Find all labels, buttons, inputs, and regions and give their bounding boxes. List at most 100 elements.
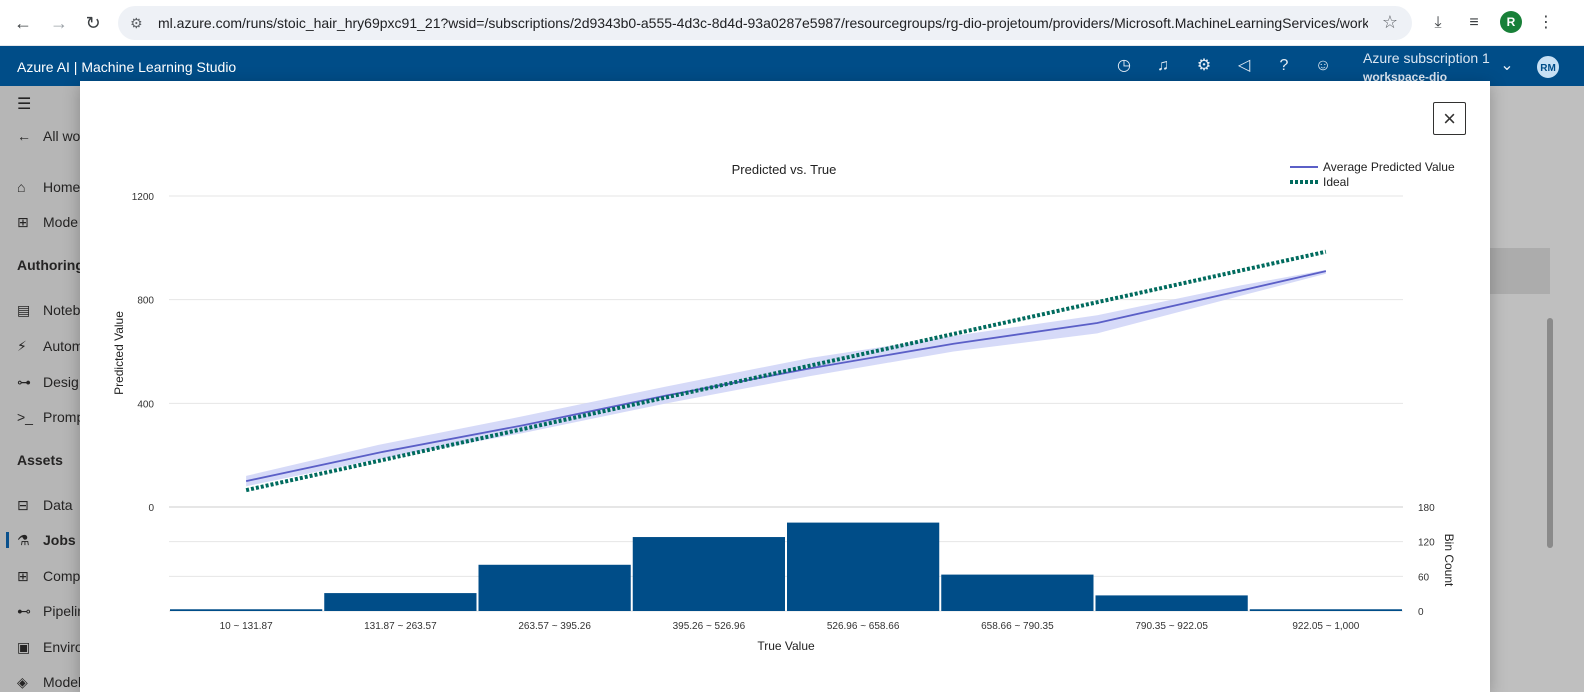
data-icon: ⊟ bbox=[17, 497, 29, 513]
components-icon: ⊞ bbox=[17, 568, 29, 584]
pipeline-icon: ⊷ bbox=[17, 603, 31, 619]
x-axis-title: True Value bbox=[757, 639, 815, 653]
sidebar-item-label: Jobs bbox=[43, 532, 76, 548]
page-scrollbar[interactable] bbox=[1547, 318, 1553, 548]
bin-tick-label: 0 bbox=[1418, 607, 1424, 618]
sidebar-item-designer[interactable]: ⊶ Desig bbox=[17, 374, 79, 391]
bin-category-label: 658.66 ~ 790.35 bbox=[981, 621, 1054, 632]
sidebar-item-label: Autom bbox=[43, 338, 80, 354]
legend-label-ideal[interactable]: Ideal bbox=[1323, 175, 1349, 189]
sidebar-item-home[interactable]: ⌂ Home bbox=[17, 179, 80, 195]
sidebar-item-label: Desig bbox=[43, 374, 79, 390]
background-panel bbox=[1490, 248, 1550, 294]
sidebar-item-label: Pipelin bbox=[43, 603, 80, 619]
sidebar-item-environments[interactable]: ▣ Enviro bbox=[17, 639, 80, 656]
sidebar: ☰ ← All wo ⌂ Home ⊞ Mode Authoring ▤ Noteb ⚡… bbox=[0, 86, 80, 692]
model-catalog-icon: ⊞ bbox=[17, 214, 29, 230]
sidebar-item-label: Mode bbox=[43, 214, 79, 230]
bin-category-label: 395.26 ~ 526.96 bbox=[673, 621, 746, 632]
sidebar-item-prompt-flow[interactable]: >_ Promp bbox=[17, 409, 80, 425]
sidebar-section-authoring: Authoring bbox=[17, 257, 80, 273]
address-bar[interactable]: ⚙ ml.azure.com/runs/stoic_hair_hry69pxc9… bbox=[118, 6, 1412, 40]
prompt-icon: >_ bbox=[17, 409, 33, 425]
browser-profile-avatar[interactable]: R bbox=[1500, 11, 1522, 33]
flask-icon: ⚗ bbox=[17, 532, 30, 548]
help-icon[interactable]: ? bbox=[1279, 57, 1289, 74]
bell-icon[interactable]: ♫ bbox=[1157, 57, 1169, 74]
download-icon[interactable]: ⤓ bbox=[1434, 14, 1442, 31]
browser-toolbar: ← → ↻ ⚙ ml.azure.com/runs/stoic_hair_hry… bbox=[0, 0, 1584, 46]
bookmark-star-icon[interactable]: ☆ bbox=[1381, 12, 1398, 32]
arrow-left-icon: ← bbox=[17, 128, 31, 144]
megaphone-icon[interactable]: ◁ bbox=[1237, 57, 1251, 74]
legend-label-average[interactable]: Average Predicted Value bbox=[1323, 160, 1455, 174]
y-tick-label: 0 bbox=[148, 503, 154, 514]
automl-icon: ⚡ bbox=[17, 338, 27, 354]
predicted-vs-true-chart: Predicted vs. True Average Predicted Val… bbox=[112, 160, 1456, 653]
notebook-icon: ▤ bbox=[17, 302, 31, 318]
models-icon: ◈ bbox=[17, 674, 28, 690]
workspace-name[interactable]: workspace-dio bbox=[1363, 70, 1448, 82]
menu-icon[interactable]: ⋮ bbox=[1538, 14, 1554, 31]
home-icon: ⌂ bbox=[17, 179, 26, 195]
designer-icon: ⊶ bbox=[17, 374, 31, 390]
bin-category-label: 922.05 ~ 1,000 bbox=[1292, 621, 1359, 632]
environment-icon: ▣ bbox=[17, 639, 31, 655]
hamburger-icon[interactable]: ☰ bbox=[17, 96, 32, 113]
sidebar-item-data[interactable]: ⊟ Data bbox=[17, 497, 73, 514]
back-icon[interactable]: ← bbox=[14, 13, 32, 33]
chevron-down-icon[interactable]: ⌄ bbox=[1500, 57, 1514, 74]
app-title[interactable]: Azure AI | Machine Learning Studio bbox=[17, 59, 237, 75]
bin-tick-label: 60 bbox=[1418, 572, 1430, 583]
user-avatar[interactable]: RM bbox=[1535, 54, 1561, 80]
subscription-name[interactable]: Azure subscription 1 bbox=[1363, 50, 1490, 66]
sidebar-item-label: Comp bbox=[43, 568, 80, 584]
sidebar-back-link[interactable]: ← All wo bbox=[17, 128, 80, 144]
sidebar-item-label: Models bbox=[43, 674, 80, 690]
sidebar-section-assets: Assets bbox=[17, 452, 63, 468]
y-tick-label: 1200 bbox=[132, 192, 155, 203]
sidebar-item-automl[interactable]: ⚡ Autom bbox=[17, 338, 80, 355]
gear-icon[interactable]: ⚙ bbox=[1196, 57, 1212, 74]
sidebar-back-label: All wo bbox=[43, 128, 80, 144]
sidebar-item-notebooks[interactable]: ▤ Noteb bbox=[17, 302, 80, 319]
active-indicator bbox=[6, 532, 9, 548]
y-tick-label: 800 bbox=[137, 296, 154, 307]
site-info-icon[interactable]: ⚙ bbox=[130, 15, 143, 31]
histogram-bar[interactable] bbox=[632, 537, 785, 611]
close-button[interactable]: × bbox=[1433, 102, 1466, 135]
smiley-icon[interactable]: ☺ bbox=[1314, 57, 1332, 74]
bin-category-label: 790.35 ~ 922.05 bbox=[1135, 621, 1208, 632]
sidebar-item-label: Noteb bbox=[43, 302, 80, 318]
sidebar-item-jobs[interactable]: ⚗ Jobs bbox=[17, 532, 76, 549]
y-tick-label: 400 bbox=[137, 399, 154, 410]
histogram-bar[interactable] bbox=[170, 609, 323, 611]
bin-tick-label: 180 bbox=[1418, 503, 1435, 514]
sidebar-item-components[interactable]: ⊞ Comp bbox=[17, 568, 80, 585]
forward-icon[interactable]: → bbox=[50, 13, 68, 33]
histogram-bar[interactable] bbox=[478, 564, 631, 611]
sidebar-item-models[interactable]: ◈ Models bbox=[17, 674, 80, 691]
sidebar-item-pipelines[interactable]: ⊷ Pipelin bbox=[17, 603, 80, 620]
histogram-bar[interactable] bbox=[941, 574, 1094, 611]
sidebar-item-label: Enviro bbox=[43, 639, 80, 655]
app-header: Azure AI | Machine Learning Studio ◷ ♫ ⚙… bbox=[0, 46, 1584, 86]
y-axis-title: Predicted Value bbox=[112, 311, 126, 395]
bin-category-label: 10 ~ 131.87 bbox=[220, 621, 274, 632]
sidebar-item-label: Promp bbox=[43, 409, 80, 425]
histogram-bar[interactable] bbox=[1249, 609, 1402, 611]
chart-dialog: × Predicted vs. True Average Predicted V… bbox=[80, 81, 1490, 692]
ideal-line[interactable] bbox=[245, 249, 1327, 493]
histogram-bar[interactable] bbox=[787, 522, 940, 611]
reload-icon[interactable]: ↻ bbox=[85, 13, 101, 33]
media-icon[interactable]: ≡ bbox=[1469, 14, 1479, 31]
histogram-bar[interactable] bbox=[324, 593, 477, 611]
url-text[interactable]: ml.azure.com/runs/stoic_hair_hry69pxc91_… bbox=[158, 15, 1368, 31]
bin-category-label: 263.57 ~ 395.26 bbox=[518, 621, 591, 632]
histogram-bar[interactable] bbox=[1095, 595, 1248, 611]
average-predicted-line[interactable] bbox=[245, 270, 1327, 482]
bin-count-axis-title: Bin Count bbox=[1442, 534, 1456, 587]
sidebar-item-model-catalog[interactable]: ⊞ Mode bbox=[17, 214, 78, 231]
history-icon[interactable]: ◷ bbox=[1117, 57, 1131, 74]
sidebar-item-label: Data bbox=[43, 497, 73, 513]
